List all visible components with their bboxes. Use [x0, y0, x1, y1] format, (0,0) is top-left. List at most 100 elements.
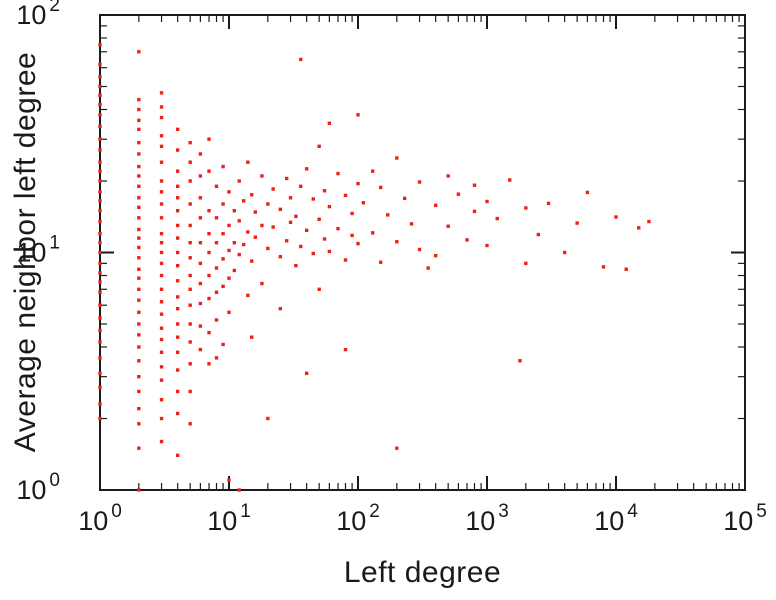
data-point — [137, 374, 141, 379]
data-point — [284, 239, 289, 243]
data-point — [137, 422, 141, 426]
data-point — [159, 91, 164, 95]
data-point — [299, 244, 303, 249]
data-point — [361, 201, 366, 205]
data-point — [417, 180, 422, 184]
data-point — [343, 193, 348, 198]
data-point — [137, 406, 141, 411]
data-points — [98, 42, 651, 492]
data-point — [175, 453, 180, 457]
data-point — [159, 261, 164, 266]
data-point — [137, 216, 141, 220]
data-point — [198, 240, 203, 245]
data-point — [98, 219, 102, 224]
x-axis-label: Left degree — [343, 556, 502, 589]
data-point — [336, 226, 340, 231]
data-point — [214, 184, 219, 188]
data-point — [98, 316, 102, 320]
data-point — [188, 389, 192, 394]
data-point — [327, 249, 332, 254]
data-point — [304, 228, 309, 233]
data-point — [278, 255, 283, 259]
data-point — [137, 310, 141, 315]
data-point — [221, 342, 225, 347]
data-point — [246, 230, 250, 234]
data-point — [356, 113, 360, 117]
data-point — [98, 340, 102, 344]
data-point — [137, 488, 141, 492]
data-point — [446, 174, 450, 178]
data-point — [159, 416, 164, 421]
data-point — [446, 224, 450, 228]
data-point — [137, 322, 141, 326]
data-point — [188, 240, 192, 245]
x-tick-label: 10 0 — [78, 501, 122, 536]
data-point — [98, 416, 102, 421]
y-tick-label: 10 0 — [16, 470, 60, 505]
data-point — [322, 237, 327, 241]
data-point — [294, 263, 298, 268]
data-point — [246, 293, 250, 298]
data-point — [137, 446, 141, 450]
data-point — [98, 169, 102, 173]
data-point — [601, 265, 606, 269]
data-point — [322, 189, 327, 193]
data-point — [426, 266, 430, 270]
data-point — [207, 169, 211, 173]
data-point — [137, 205, 141, 209]
data-point — [159, 216, 164, 220]
data-point — [214, 266, 219, 270]
data-point — [288, 220, 293, 225]
data-point — [175, 350, 180, 355]
data-point — [207, 296, 211, 301]
y-tick-label: 10 1 — [16, 233, 60, 268]
data-point — [472, 209, 477, 214]
data-point — [575, 221, 579, 225]
data-point — [98, 250, 102, 255]
data-point — [246, 160, 250, 164]
x-tick-label: 10 2 — [336, 501, 380, 536]
data-point — [137, 298, 141, 302]
data-point — [227, 248, 231, 253]
data-point — [433, 203, 438, 208]
data-point — [175, 196, 180, 200]
data-point — [227, 223, 231, 228]
data-point — [188, 256, 192, 260]
data-point — [188, 340, 192, 344]
data-point — [188, 179, 192, 183]
data-point — [175, 279, 180, 283]
data-point — [271, 187, 275, 191]
data-point — [198, 196, 203, 200]
data-point — [317, 217, 321, 221]
data-point — [227, 310, 231, 315]
data-point — [137, 287, 141, 291]
data-point — [98, 261, 102, 266]
data-point — [188, 160, 192, 164]
data-point — [98, 328, 102, 333]
data-point — [198, 174, 203, 178]
data-point — [350, 211, 354, 216]
data-point — [356, 181, 360, 186]
data-point — [237, 179, 241, 183]
data-point — [253, 235, 258, 239]
data-point — [227, 478, 231, 482]
data-point — [137, 227, 141, 232]
data-point — [159, 179, 164, 183]
data-point — [98, 271, 102, 275]
data-point — [98, 148, 102, 152]
data-point — [98, 290, 102, 294]
data-point — [137, 97, 141, 102]
data-point — [137, 184, 141, 188]
data-point — [237, 488, 241, 492]
data-point — [175, 184, 180, 188]
data-point — [624, 267, 628, 271]
data-point — [207, 362, 211, 366]
data-point — [214, 318, 219, 322]
data-point — [485, 199, 489, 204]
data-point — [188, 303, 192, 307]
data-point — [188, 223, 192, 228]
data-point — [175, 335, 180, 339]
data-point — [137, 267, 141, 271]
data-point — [137, 236, 141, 240]
